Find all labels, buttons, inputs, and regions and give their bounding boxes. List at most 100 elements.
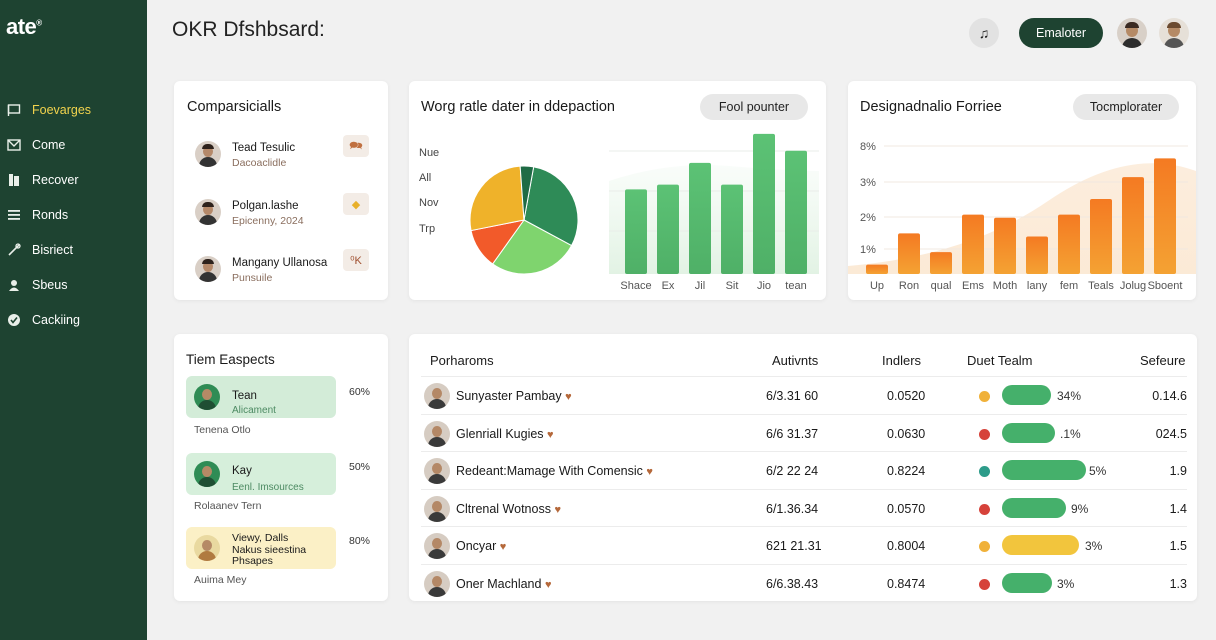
- sidebar-item-foevarges[interactable]: Foevarges: [0, 92, 147, 127]
- comparison-tag[interactable]: ⁰K: [343, 249, 369, 271]
- comparison-row[interactable]: Tead Tesulic Dacoaclidle: [185, 133, 337, 176]
- heart-icon: ♥: [544, 579, 552, 591]
- row-indicators: 0.0570: [887, 501, 926, 516]
- pie-slice: [519, 165, 535, 221]
- heart-icon: ♥: [499, 541, 507, 554]
- bar: [962, 214, 984, 274]
- sidebar-item-cackiing[interactable]: Cackiing: [0, 302, 147, 337]
- sidebar-item-sbeus[interactable]: Sbeus: [0, 267, 147, 302]
- x-tick-label: Up: [870, 280, 884, 292]
- row-percent: 3%: [1085, 539, 1103, 554]
- column-header[interactable]: Sefeure: [1140, 353, 1186, 368]
- row-activities: 6/2 22 24: [766, 464, 819, 479]
- comparison-subtitle: Epicenny, 2024: [232, 215, 304, 227]
- sidebar-item-recover[interactable]: Recover: [0, 162, 147, 197]
- music-button[interactable]: ♫: [969, 18, 999, 48]
- avatar: [424, 383, 450, 409]
- team-aspect-row[interactable]: Kay Eenl. Imsources: [186, 453, 336, 495]
- team-aspect-name-line: Nakus sieestina: [232, 543, 307, 556]
- column-header[interactable]: Porharoms: [430, 353, 494, 368]
- x-tick-label: lany: [1027, 280, 1048, 292]
- bar: [866, 264, 888, 274]
- column-header[interactable]: Indlers: [882, 353, 922, 368]
- legend-label: All: [419, 172, 432, 184]
- emaloter-button[interactable]: Emaloter: [1019, 18, 1103, 48]
- fool-pounter-button[interactable]: Fool pounter: [700, 94, 808, 120]
- avatar: [195, 141, 221, 167]
- progress-bar: [1002, 422, 1055, 443]
- x-tick-label: Sit: [726, 280, 739, 292]
- x-tick-label: Jil: [695, 280, 705, 292]
- bar: [1154, 158, 1176, 274]
- x-tick-label: fem: [1060, 280, 1078, 292]
- sidebar: ate® Foevarges Come Recover Ronds Bisrie…: [0, 0, 147, 640]
- table-row[interactable]: Cltrenal Wotnoss ♥ 6/1.36.34 0.0570 9% 1.4: [421, 488, 1187, 527]
- x-tick-label: Ems: [962, 280, 985, 292]
- y-tick-label: 2%: [860, 212, 876, 224]
- row-indicators: 0.0630: [887, 426, 926, 441]
- table-row[interactable]: Sunyaster Pambay ♥ 6/3.31 60 0.0520 34% 0.14…: [421, 376, 1187, 414]
- avatar[interactable]: [1117, 18, 1147, 48]
- heart-icon: ♥: [646, 466, 653, 479]
- performance-table-card: Porharoms Autivnts Indlers Duet Tealm Se…: [409, 334, 1197, 601]
- avatar: [194, 461, 220, 487]
- row-indicators: 0.8474: [887, 577, 926, 591]
- column-header[interactable]: Duet Tealm: [967, 353, 1033, 368]
- heart-icon: ♥: [554, 503, 561, 516]
- flag-icon: [6, 102, 22, 118]
- row-name: Glenriall Kugies ♥: [456, 426, 554, 441]
- legend-label: Trp: [419, 223, 436, 235]
- sidebar-item-label: Sbeus: [32, 277, 68, 292]
- legend-label: Nov: [419, 197, 439, 209]
- table-row[interactable]: Oner Machland ♥ 6/6.38.43 0.8474 3% 1.3: [421, 564, 1187, 601]
- mail-icon: [6, 137, 22, 153]
- team-aspect-row[interactable]: Viewy, Dalls Nakus sieestina Phsapes: [186, 527, 336, 569]
- row-activities: 6/1.36.34: [766, 501, 819, 516]
- row-name: Oner Machland ♥: [456, 577, 552, 591]
- table-row[interactable]: Oncyar ♥ 621 21.31 0.8004 3% 1.5: [421, 526, 1187, 564]
- avatar[interactable]: [1159, 18, 1189, 48]
- row-score: 1.4: [1169, 501, 1187, 516]
- team-aspect-note: Tenena Otlo: [194, 424, 251, 436]
- sidebar-item-bisriect[interactable]: Bisriect: [0, 232, 147, 267]
- status-dot: [979, 541, 990, 553]
- table-row[interactable]: Glenriall Kugies ♥ 6/6 31.37 0.0630 .1% 024.…: [421, 413, 1187, 452]
- row-activities: 6/6 31.37: [766, 426, 819, 441]
- sidebar-item-label: Bisriect: [32, 242, 73, 257]
- x-tick-label: Ex: [662, 280, 675, 292]
- team-aspect-percent: 60%: [349, 386, 371, 398]
- sidebar-item-ronds[interactable]: Ronds: [0, 197, 147, 232]
- sidebar-item-come[interactable]: Come: [0, 127, 147, 162]
- row-percent: 34%: [1057, 389, 1082, 403]
- row-activities: 6/6.38.43: [766, 577, 819, 591]
- status-dot: [979, 579, 990, 590]
- column-header[interactable]: Autivnts: [772, 353, 819, 368]
- x-tick-label: Teals: [1088, 280, 1114, 292]
- comparison-name: Polgan.lashe: [232, 200, 299, 212]
- status-dot: [979, 428, 990, 440]
- tocmplorater-button[interactable]: Tocmplorater: [1073, 94, 1179, 120]
- avatar: [195, 256, 221, 282]
- card-title: Tiem Easpects: [186, 352, 275, 367]
- team-aspect-subtitle: Eenl. Imsources: [232, 482, 304, 493]
- table-row[interactable]: Redeant:Mamage With Comensic ♥ 6/2 22 24 0…: [421, 451, 1187, 489]
- comparison-row[interactable]: Polgan.lashe Epicenny, 2024: [185, 191, 337, 234]
- team-aspect-name-line: Phsapes: [232, 555, 273, 567]
- row-score: 024.5: [1155, 426, 1187, 441]
- team-aspect-note: Auima Mey: [194, 574, 247, 586]
- comparison-tag[interactable]: ◆: [343, 193, 369, 215]
- brand-logo[interactable]: ate®: [6, 14, 42, 40]
- sidebar-item-label: Ronds: [32, 207, 69, 222]
- work-rate-card: Worg ratle dater in ddepaction Fool poun…: [409, 81, 826, 300]
- comparison-row[interactable]: Mangany Ullanosa Punsuile: [185, 248, 337, 291]
- avatar: [195, 199, 221, 225]
- comparison-tag[interactable]: 🗪: [343, 135, 369, 157]
- x-tick-label: qual: [931, 280, 952, 292]
- x-tick-label: Jolug: [1120, 280, 1146, 292]
- row-indicators: 0.8004: [887, 539, 926, 554]
- status-dot: [979, 503, 990, 515]
- team-aspect-row[interactable]: Tean Alicament: [186, 376, 336, 418]
- x-tick-label: Sboent: [1148, 280, 1183, 292]
- status-dot: [979, 391, 990, 402]
- link-icon: [6, 242, 22, 258]
